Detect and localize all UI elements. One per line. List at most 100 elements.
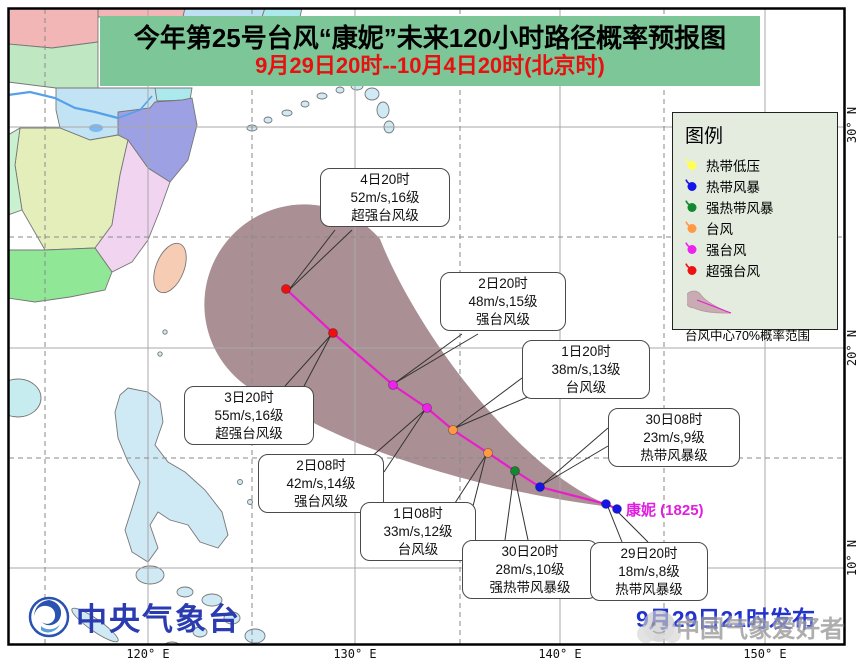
- agency-branding: 中央气象台: [28, 594, 241, 639]
- forecast-label-30d08: 30日08时 23m/s,9级 热带风暴级: [608, 408, 740, 468]
- title-banner: 今年第25号台风“康妮”未来120小时路径概率预报图 9月29日20时--10月…: [100, 16, 760, 86]
- forecast-time: 2日20时: [478, 276, 528, 291]
- x-axis-label-130e: 130° E: [333, 647, 377, 661]
- track-dot-2d20: [388, 380, 398, 390]
- track-dot-29d20: [601, 499, 611, 509]
- probability-cone: [204, 204, 618, 508]
- forecast-wind: 23m/s,9级: [643, 429, 705, 445]
- forecast-wind: 42m/s,14级: [286, 475, 356, 491]
- legend-item: 强台风: [685, 238, 827, 259]
- forecast-level: 台风级: [397, 541, 439, 557]
- cone-sample: [684, 286, 827, 323]
- forecast-label-1d20: 1日20时 38m/s,13级 台风级: [522, 340, 650, 400]
- taiwan-island: [153, 242, 187, 294]
- typhoon-symbol-icon: [685, 200, 697, 212]
- hainan-island: [9, 378, 42, 418]
- legend-item-label: 强热带风暴: [706, 200, 774, 216]
- forecast-track-line: [285, 288, 618, 511]
- forecast-label-3d20: 3日20时 55m/s,16级 超强台风级: [184, 386, 314, 446]
- typhoon-symbol-icon: [685, 221, 697, 233]
- forecast-wind: 52m/s,16级: [350, 189, 420, 205]
- forecast-time: 3日20时: [224, 390, 274, 405]
- watermark: 中国气象爱好者: [630, 600, 844, 652]
- batanes-islands: [157, 329, 168, 357]
- legend-item: 强热带风暴: [685, 196, 827, 217]
- forecast-level: 热带风暴级: [640, 447, 708, 463]
- china-province: [9, 247, 113, 303]
- forecast-time: 2日08时: [296, 458, 346, 473]
- forecast-level: 强台风级: [476, 311, 530, 327]
- legend-item-label: 强台风: [706, 242, 747, 258]
- forecast-label-2d08: 2日08时 42m/s,14级 强台风级: [258, 454, 384, 514]
- cma-logo-icon: [28, 596, 70, 637]
- forecast-level: 超强台风级: [351, 207, 419, 223]
- china-province: [9, 9, 99, 49]
- forecast-time: 30日08时: [645, 412, 703, 427]
- forecast-wind: 28m/s,10级: [495, 561, 565, 577]
- forecast-label-4d20: 4日20时 52m/s,16级 超强台风级: [320, 168, 450, 228]
- forecast-label-2d20: 2日20时 48m/s,15级 强台风级: [440, 272, 566, 332]
- forecast-time: 1日08时: [393, 506, 443, 521]
- ryukyu-islands: [246, 81, 395, 134]
- track-points: [281, 284, 622, 514]
- storm-name-label: 康妮 (1825): [626, 502, 704, 519]
- track-dot-2d08: [422, 403, 432, 413]
- forecast-label-29d20: 29日20时 18m/s,8级 热带风暴级: [590, 542, 708, 602]
- map-subtitle: 9月29日20时--10月4日20时(北京时): [255, 53, 605, 79]
- forecast-time: 4日20时: [360, 172, 410, 187]
- forecast-wind: 48m/s,15级: [468, 293, 538, 309]
- china-province: [94, 138, 171, 273]
- watermark-text: 中国气象爱好者: [676, 615, 844, 643]
- current-position-dot: [612, 504, 622, 514]
- forecast-label-30d20: 30日20时 28m/s,10级 强热带风暴级: [462, 540, 598, 600]
- china-province: [9, 127, 23, 216]
- forecast-wind: 55m/s,16级: [214, 407, 284, 423]
- legend-item: 超强台风: [685, 259, 827, 280]
- track-dot-4d20: [281, 284, 291, 294]
- forecast-wind: 33m/s,12级: [383, 523, 453, 539]
- legend-panel: 图例 热带低压 热带风暴 强热带风暴: [672, 112, 838, 343]
- china-province: [9, 41, 99, 89]
- forecast-wind: 38m/s,13级: [551, 361, 621, 377]
- forecast-level: 强台风级: [294, 493, 348, 509]
- x-axis-label-120e: 120° E: [126, 647, 170, 661]
- river: [9, 90, 119, 120]
- legend-item: 台风: [685, 217, 827, 238]
- track-dot-3d20: [328, 328, 338, 338]
- legend-item: 热带低压: [685, 154, 827, 175]
- cone-label: 台风中心70%概率范围: [685, 329, 811, 343]
- watermark-cloud-icon: [637, 610, 681, 643]
- x-axis-label-140e: 140° E: [538, 647, 582, 661]
- forecast-level: 台风级: [565, 379, 607, 395]
- y-axis-label-10n: 10° N: [845, 539, 859, 577]
- map-title: 今年第25号台风“康妮”未来120小时路径概率预报图: [133, 22, 727, 53]
- forecast-time: 1日20时: [561, 344, 611, 359]
- typhoon-symbol-icon: [685, 263, 697, 275]
- forecast-time: 30日20时: [501, 544, 559, 559]
- typhoon-symbol-icon: [685, 242, 697, 254]
- legend-title: 图例: [685, 126, 724, 147]
- track-dot-30d08: [535, 482, 545, 492]
- track-dot-30d20: [510, 466, 520, 476]
- legend-item-label: 热带风暴: [706, 179, 760, 195]
- legend-item-label: 热带低压: [706, 158, 760, 174]
- lake: [89, 124, 103, 132]
- luzon-island: [114, 387, 229, 563]
- agency-name: 中央气象台: [76, 602, 241, 637]
- track-dot-1d20: [448, 425, 458, 435]
- forecast-level: 超强台风级: [215, 425, 283, 441]
- forecast-level: 强热带风暴级: [489, 579, 571, 595]
- forecast-label-1d08: 1日08时 33m/s,12级 台风级: [360, 502, 476, 562]
- forecast-time: 29日20时: [620, 546, 678, 561]
- typhoon-symbol-icon: [685, 179, 697, 191]
- track-dot-1d08: [483, 448, 493, 458]
- legend-item: 热带风暴: [685, 175, 827, 196]
- forecast-level: 热带风暴级: [615, 581, 683, 597]
- x-axis-label-150e: 150° E: [743, 647, 787, 661]
- cone-icon: [684, 290, 732, 314]
- y-axis-label-30n: 30° N: [845, 106, 859, 144]
- forecast-wind: 18m/s,8级: [618, 563, 680, 579]
- typhoon-symbol-icon: [685, 158, 697, 170]
- legend-item-label: 台风: [706, 221, 733, 237]
